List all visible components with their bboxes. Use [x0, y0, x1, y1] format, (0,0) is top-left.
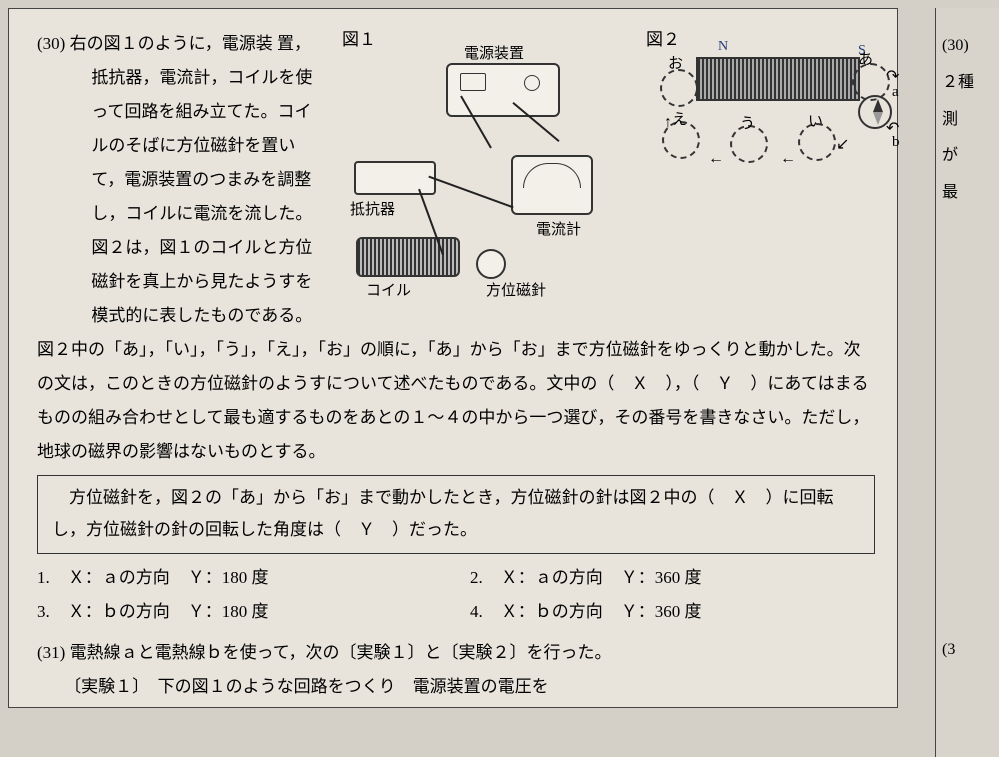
figures-area: 図１ 図２ 電源装置 抵抗器 電流計 コイル 方位磁針 N	[336, 27, 875, 333]
option-3: 3. Ｘ：ｂの方向 Ｙ：180 度	[37, 596, 442, 628]
q30-body-cont: 置，抵抗器，電流計，コイルを使って回路を組み立てた。コイルのそばに方位磁針を置い…	[91, 34, 312, 325]
handwritten-n: N	[718, 33, 728, 61]
opt-num: 1.	[37, 562, 50, 594]
opt-y: Ｙ：360 度	[621, 562, 702, 594]
strip-line: 測	[942, 102, 993, 139]
opt-x: Ｘ：ｂの方向	[501, 596, 603, 628]
q30-lead: 右の図１のように，電源装	[70, 34, 273, 53]
resistor-icon	[354, 161, 436, 195]
ammeter-icon	[511, 155, 593, 215]
opt-x: Ｘ：ｂの方向	[68, 596, 170, 628]
strip-spacer	[942, 212, 993, 632]
opt-x: Ｘ：ａの方向	[501, 562, 603, 594]
f2-coil-icon	[696, 57, 860, 101]
option-4: 4. Ｘ：ｂの方向 Ｙ：360 度	[470, 596, 875, 628]
compass-icon	[476, 249, 506, 279]
ammeter-label: 電流計	[536, 215, 581, 245]
opt-num: 3.	[37, 596, 50, 628]
f2-label-i: い	[808, 107, 823, 137]
f2-label-u: う	[740, 109, 755, 139]
arrow-a-icon: ↷	[886, 61, 899, 93]
q30-number: (30)	[37, 34, 65, 53]
path-arrow-icon: ↙	[836, 129, 849, 161]
q30-full-text: 図２中の「あ」，「い」，「う」，「え」，「お」の順に，「あ」から「お」まで方位磁…	[37, 333, 875, 469]
power-supply-icon	[446, 63, 560, 117]
path-arrow-icon: ←	[708, 143, 724, 175]
figure-1: 電源装置 抵抗器 電流計 コイル 方位磁針	[336, 51, 636, 281]
arrow-b-icon: ↶	[886, 113, 899, 145]
strip-line: ２種	[942, 65, 993, 102]
path-arrow-icon: ←	[780, 143, 796, 175]
q31-number: (31)	[37, 643, 65, 662]
f2-label-e: え	[672, 105, 687, 135]
strip-line: が	[942, 138, 993, 175]
wire-icon	[428, 176, 513, 209]
q31-block: (31) 電熱線ａと電熱線ｂを使って，次の〔実験１〕と〔実験２〕を行った。	[37, 636, 875, 670]
opt-y: Ｙ：180 度	[188, 562, 269, 594]
figure-2: N S お え う い あ a b ↷ ↶ ← ← ↙	[636, 51, 896, 191]
exam-page: (30) 右の図１のように，電源装 置，抵抗器，電流計，コイルを使って回路を組み…	[8, 8, 898, 708]
opt-num: 4.	[470, 596, 483, 628]
next-page-peek: (30) ２種 測 が 最 (3	[935, 8, 999, 757]
opt-num: 2.	[470, 562, 483, 594]
q30-statement-box: 方位磁針を，図２の「あ」から「お」まで動かしたとき，方位磁針の針は図２中の（ Ｘ…	[37, 475, 875, 554]
path-arrow-icon: ↑	[664, 107, 672, 139]
f2-label-o: お	[668, 49, 683, 79]
compass-label: 方位磁針	[486, 276, 546, 306]
q31-exp1: 〔実験１〕 下の図１のような回路をつくり 電源装置の電圧を	[37, 670, 875, 704]
q30-leading-text: (30) 右の図１のように，電源装 置，抵抗器，電流計，コイルを使って回路を組み…	[37, 27, 322, 333]
coil-icon	[356, 237, 460, 277]
resistor-label: 抵抗器	[350, 195, 395, 225]
option-2: 2. Ｘ：ａの方向 Ｙ：360 度	[470, 562, 875, 594]
strip-q3: (3	[942, 632, 993, 669]
q31-text: 電熱線ａと電熱線ｂを使って，次の〔実験１〕と〔実験２〕を行った。	[70, 643, 612, 662]
f2-label-a: あ	[858, 45, 873, 75]
opt-y: Ｙ：180 度	[188, 596, 269, 628]
q30-top-row: (30) 右の図１のように，電源装 置，抵抗器，電流計，コイルを使って回路を組み…	[37, 27, 875, 333]
strip-line: 最	[942, 175, 993, 212]
opt-y: Ｙ：360 度	[621, 596, 702, 628]
q30-options: 1. Ｘ：ａの方向 Ｙ：180 度 2. Ｘ：ａの方向 Ｙ：360 度 3. Ｘ…	[37, 562, 875, 629]
coil-label: コイル	[366, 276, 411, 306]
strip-q30: (30)	[942, 28, 993, 65]
option-1: 1. Ｘ：ａの方向 Ｙ：180 度	[37, 562, 442, 594]
opt-x: Ｘ：ａの方向	[68, 562, 170, 594]
